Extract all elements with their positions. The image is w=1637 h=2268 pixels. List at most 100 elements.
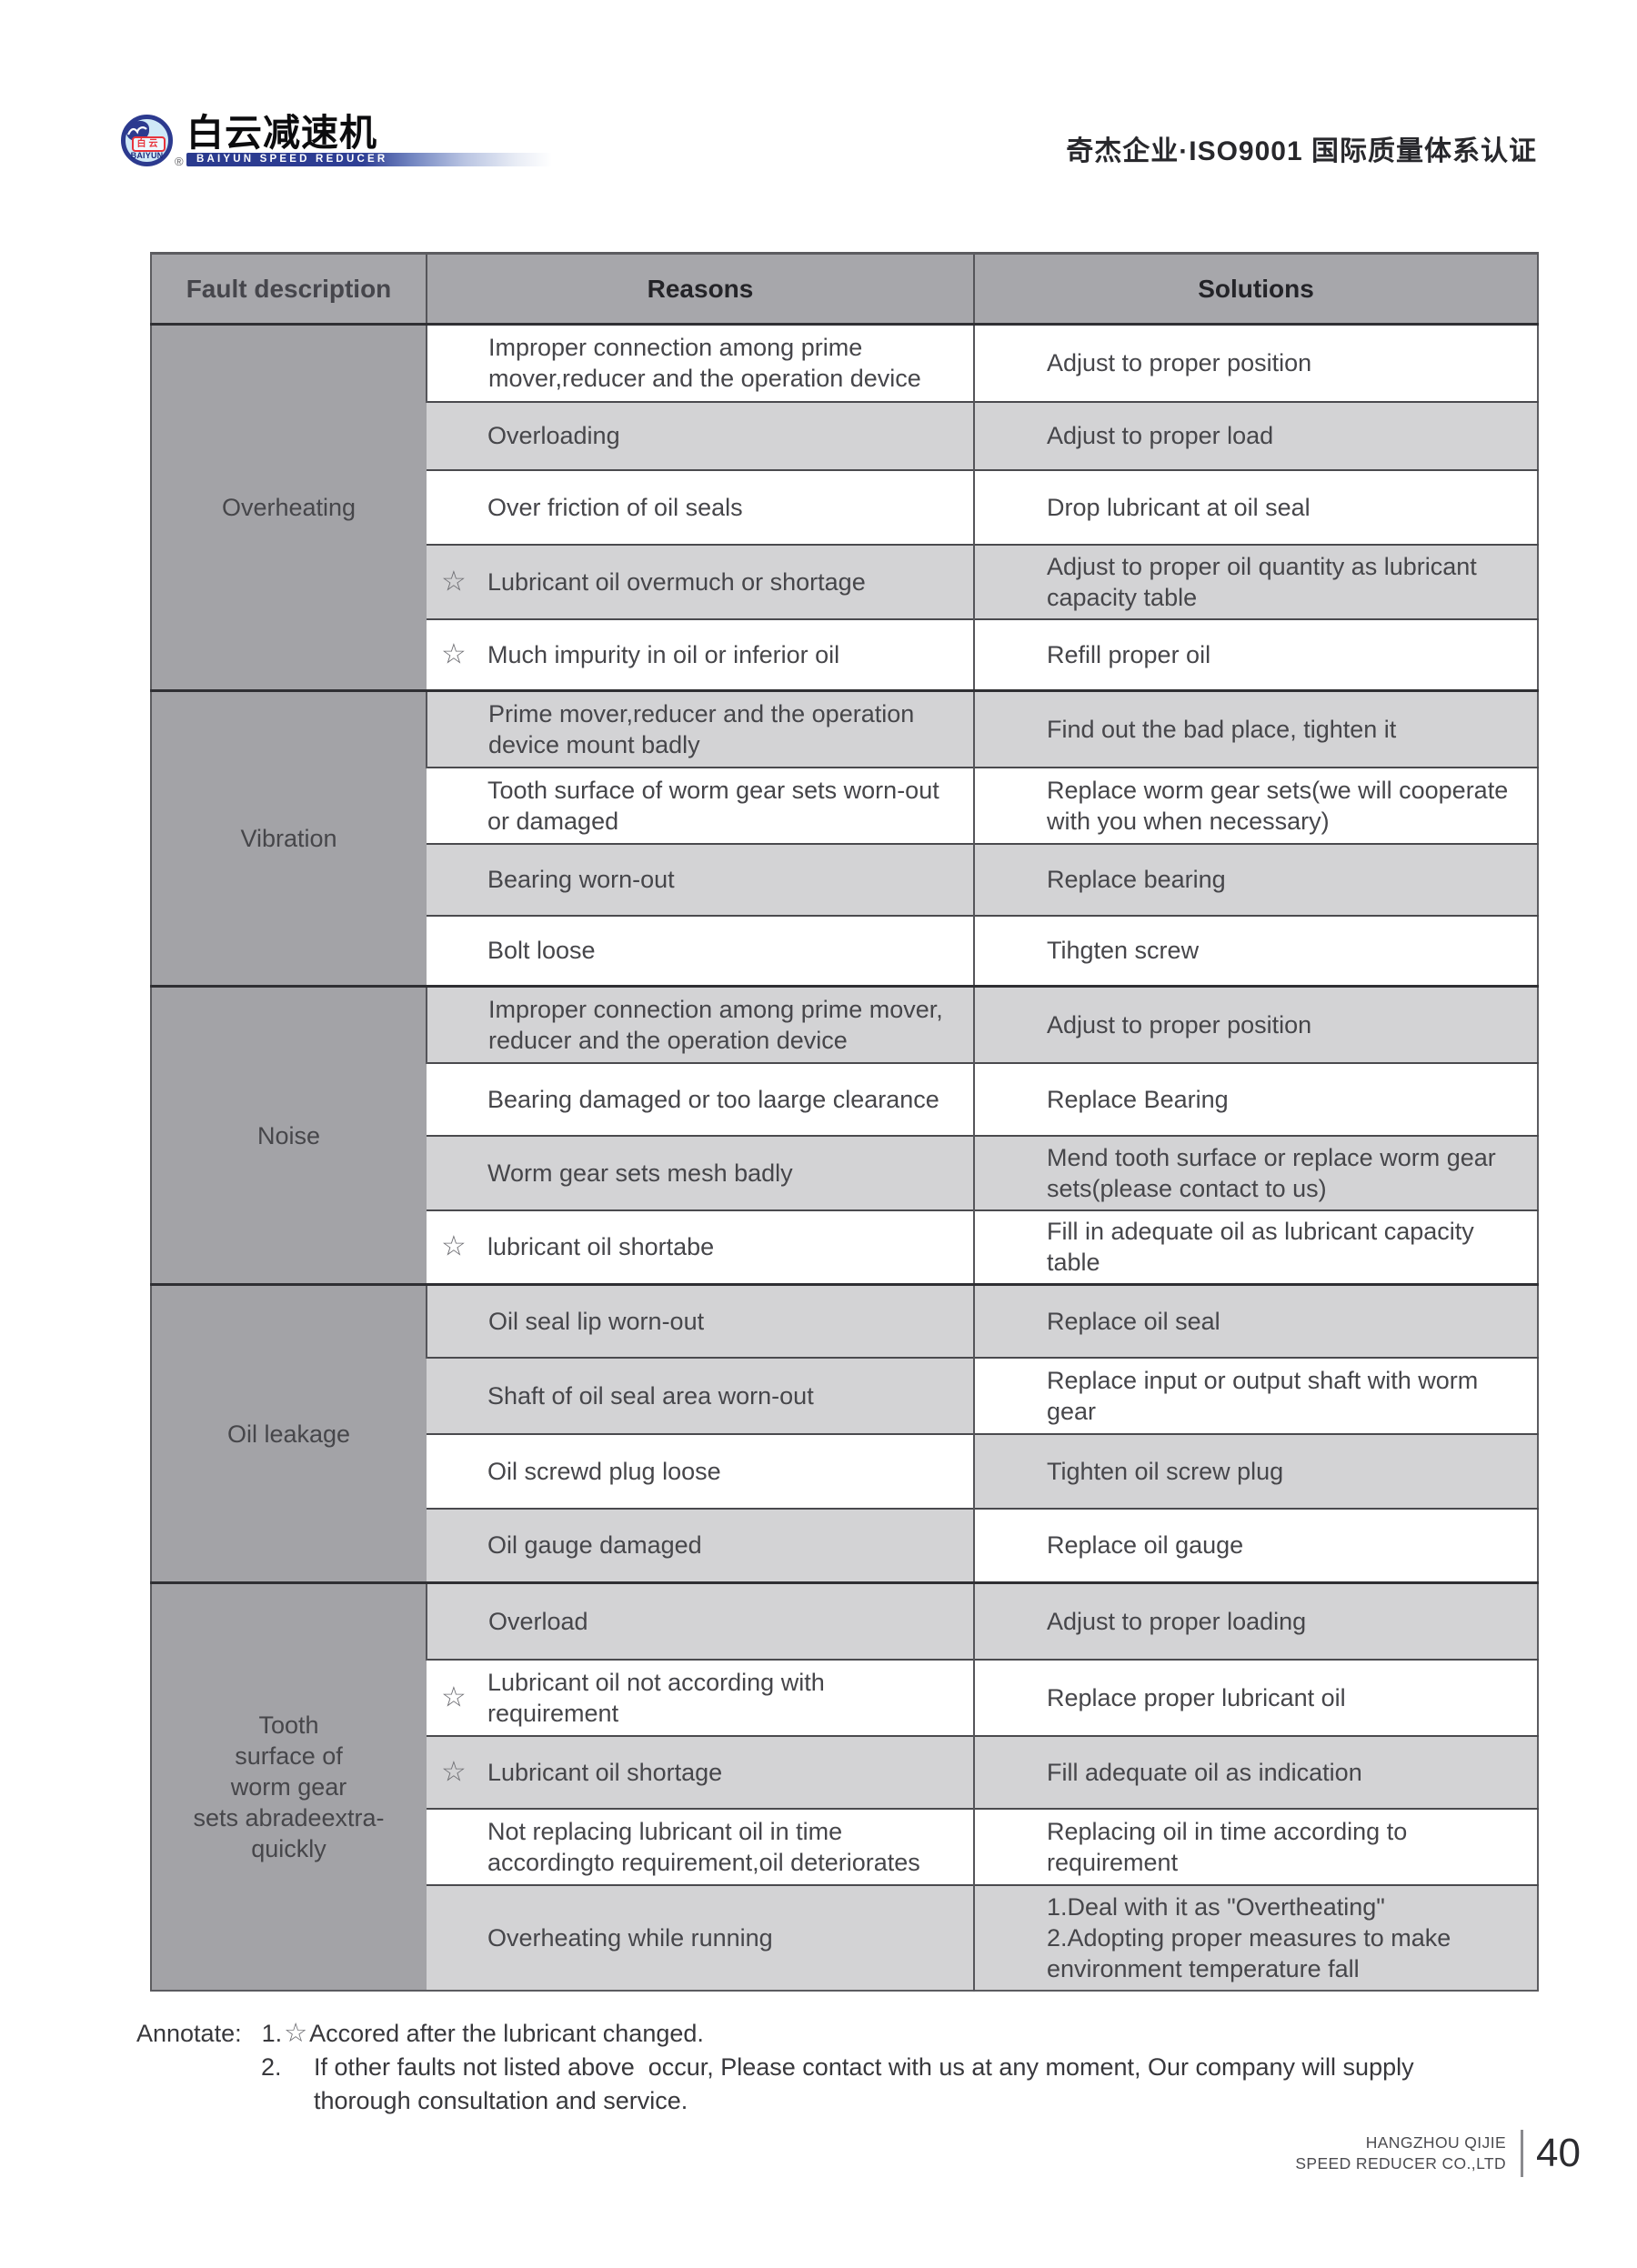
table-row: Bearing worn-out Replace bearing [151, 842, 1538, 916]
reason-cell: ☆ Lubricant oil not according with requir… [427, 1658, 974, 1736]
reason-cell: Overloading [427, 400, 974, 470]
reason-cell: Oil gauge damaged [427, 1507, 974, 1583]
table-row: ☆ lubricant oil shortabe Fill in adequate … [151, 1209, 1538, 1285]
annotate-item2-text: If other faults not listed above occur, … [314, 2053, 1414, 2081]
reason-cell: ☆ Much impurity in oil or inferior oil [427, 617, 974, 691]
brand-logo-emblem: 白云 BAIYUN [121, 115, 173, 166]
table-row: Overloading Adjust to proper load [151, 400, 1538, 470]
fault-table: Fault description Reasons Solutions Overhea… [150, 252, 1539, 1992]
reason-cell: Tooth surface of worm gear sets worn-out… [427, 766, 974, 844]
solution-cell: Adjust to proper oil quantity as lubrica… [973, 543, 1538, 619]
table-row: Shaft of oil seal area worn-out Replace i… [151, 1356, 1538, 1434]
registered-trademark-icon: ® [175, 155, 184, 168]
star-icon: ☆ [441, 1680, 467, 1712]
column-header-fault: Fault description [151, 252, 427, 326]
table-row: Bolt loose Tihgten screw [151, 914, 1538, 987]
reason-cell: Over friction of oil seals [427, 468, 974, 545]
reason-cell: Prime mover,reducer and the operation de… [426, 689, 974, 768]
table-row: ☆ Much impurity in oil or inferior oil Ref… [151, 617, 1538, 691]
solution-cell: Replace oil gauge [973, 1507, 1538, 1583]
solution-cell: Tihgten screw [973, 914, 1538, 987]
star-icon: ☆ [441, 637, 467, 670]
table-row: Oil gauge damaged Replace oil gauge [151, 1507, 1538, 1583]
column-header-solutions: Solutions [973, 252, 1538, 326]
reason-cell: Oil seal lip worn-out [426, 1283, 974, 1358]
company-name-line1: HANGZHOU QIJIE [1365, 2133, 1507, 2152]
reason-cell: Oil screwd plug loose [427, 1432, 974, 1509]
page-number: 40 [1536, 2131, 1581, 2175]
annotate-item-1: Annotate: 1.☆Accored after the lubricant … [136, 2017, 1501, 2051]
table-row: Tooth surface of worm gear sets abradeextra… [151, 1581, 1538, 1991]
table-row: Oil screwd plug loose Tighten oil screw p… [151, 1432, 1538, 1509]
fault-cell: Tooth surface of worm gear sets abradeextra… [151, 1581, 427, 1991]
brand-subtitle-bar: BAIYUN SPEED REDUCER [186, 153, 552, 166]
table-row: ☆ Lubricant oil overmuch or shortage Adjus… [151, 543, 1538, 619]
table-row: Oil leakage Oil seal lip worn-out Replace … [151, 1283, 1538, 1583]
column-header-reasons: Reasons [426, 252, 974, 326]
table-row: Noise Improper connection among prime mov… [151, 985, 1538, 1285]
solution-cell: Adjust to proper load [973, 400, 1538, 470]
reason-cell: Not replacing lubricant oil in time acco… [427, 1807, 974, 1885]
company-name: HANGZHOU QIJIE SPEED REDUCER CO.,LTD [1295, 2133, 1506, 2174]
reason-cell: Overload [426, 1581, 974, 1660]
star-icon: ☆ [441, 1754, 467, 1787]
table-row: Overheating Improper connection among pri… [151, 323, 1538, 691]
solution-cell: Drop lubricant at oil seal [973, 468, 1538, 545]
reason-cell: Shaft of oil seal area worn-out [427, 1356, 974, 1434]
solution-cell: Replace worm gear sets(we will cooperate… [973, 766, 1538, 844]
solution-cell: Fill adequate oil as indication [973, 1734, 1538, 1809]
fault-cell: Overheating [151, 323, 427, 691]
logo-cn-badge: 白云 [132, 136, 166, 152]
fault-cell: Oil leakage [151, 1283, 427, 1583]
solution-cell: Replace input or output shaft with worm … [973, 1356, 1538, 1434]
solution-cell: Adjust to proper loading [973, 1581, 1538, 1660]
table-row: Tooth surface of worm gear sets worn-out… [151, 766, 1538, 844]
page-footer: HANGZHOU QIJIE SPEED REDUCER CO.,LTD 40 [1295, 2130, 1581, 2177]
fault-cell: Vibration [151, 689, 427, 987]
solution-cell: 1.Deal with it as "Overtheating" 2.Adopti… [973, 1883, 1538, 1991]
reason-cell: ☆ lubricant oil shortabe [427, 1209, 974, 1285]
solution-cell: Fill in adequate oil as lubricant capaci… [973, 1209, 1538, 1285]
footer-divider [1521, 2130, 1524, 2177]
table-row: Vibration Prime mover,reducer and the ope… [151, 689, 1538, 987]
reason-cell: ☆ Lubricant oil shortage [427, 1734, 974, 1809]
solution-cell: Refill proper oil [973, 617, 1538, 691]
table-row: Overheating while running 1.Deal with it … [151, 1883, 1538, 1991]
star-icon: ☆ [284, 2019, 308, 2048]
reason-cell: Bolt loose [427, 914, 974, 987]
bird-icon-glyph [127, 126, 147, 135]
reason-cell: Improper connection among prime mover, r… [426, 985, 974, 1063]
fault-cell: Noise [151, 985, 427, 1285]
reason-cell: ☆ Lubricant oil overmuch or shortage [427, 543, 974, 619]
solution-cell: Replace proper lubricant oil [973, 1658, 1538, 1736]
annotate-item1-text: Accored after the lubricant changed. [309, 2020, 704, 2047]
table-row: ☆ Lubricant oil shortage Fill adequate oil… [151, 1734, 1538, 1809]
solution-cell: Adjust to proper position [973, 323, 1538, 402]
brand-subtitle: BAIYUN SPEED REDUCER [196, 154, 388, 165]
logo-en-label: BAIYUN [130, 151, 164, 160]
reason-cell: Bearing damaged or too laarge clearance [427, 1061, 974, 1136]
brand-title: 白云减速机 [186, 112, 377, 154]
table-row: Over friction of oil seals Drop lubricant… [151, 468, 1538, 545]
table-row: Bearing damaged or too laarge clearance R… [151, 1061, 1538, 1136]
solution-cell: Adjust to proper position [973, 985, 1538, 1063]
reason-cell: Improper connection among prime mover,re… [426, 323, 974, 402]
certification-text: 奇杰企业·ISO9001 国际质量体系认证 [1066, 136, 1537, 166]
annotate-label: Annotate: [136, 2020, 242, 2047]
solution-cell: Replace bearing [973, 842, 1538, 916]
solution-cell: Replace Bearing [973, 1061, 1538, 1136]
solution-cell: Replacing oil in time according to requi… [973, 1807, 1538, 1885]
solution-cell: Tighten oil screw plug [973, 1432, 1538, 1509]
solution-cell: Mend tooth surface or replace worm gear … [973, 1134, 1538, 1210]
table-row: Worm gear sets mesh badly Mend tooth surf… [151, 1134, 1538, 1210]
star-icon: ☆ [441, 1229, 467, 1262]
company-name-line2: SPEED REDUCER CO.,LTD [1295, 2154, 1507, 2173]
reason-cell: Worm gear sets mesh badly [427, 1134, 974, 1210]
annotate-block: Annotate: 1.☆Accored after the lubricant … [136, 2017, 1501, 2118]
bird-icon [126, 121, 149, 141]
reason-cell: Bearing worn-out [427, 842, 974, 916]
table-row: Not replacing lubricant oil in time acco… [151, 1807, 1538, 1885]
star-icon: ☆ [441, 564, 467, 597]
annotate-item-2: 2. If other faults not listed above occur… [136, 2051, 1501, 2084]
